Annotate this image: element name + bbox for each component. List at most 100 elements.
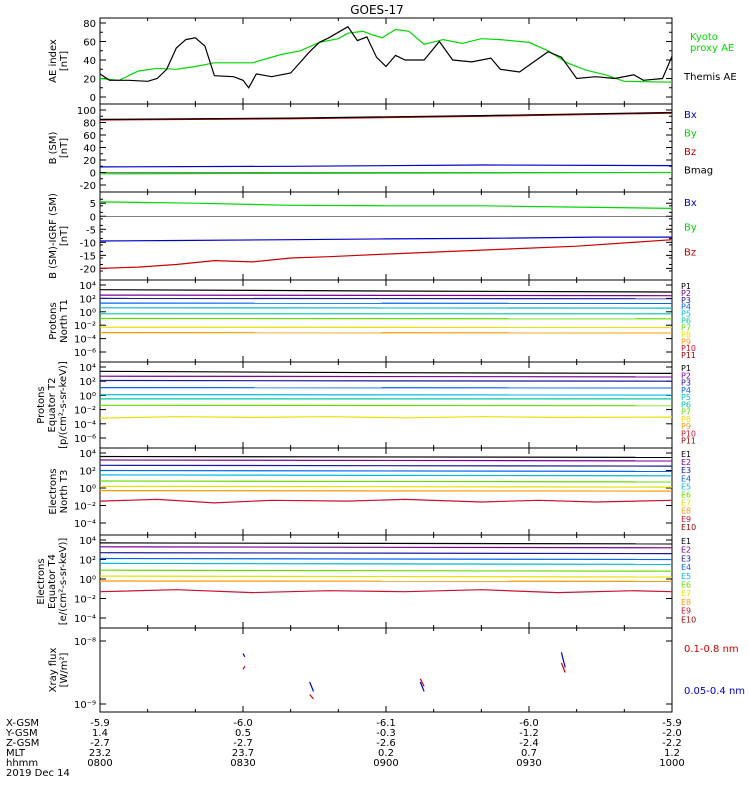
legend-label: E5 (681, 482, 691, 491)
series-line-bmag (99, 111, 673, 120)
x-row-label: Z-GSM (6, 738, 39, 749)
legend-label: E10 (681, 615, 696, 624)
x-row-label: X-GSM (6, 718, 39, 729)
series-line-bz (99, 112, 673, 121)
series-segment (419, 681, 425, 692)
x-row-label: Y-GSM (5, 728, 38, 739)
legend-label: P3 (681, 296, 691, 305)
series-segment (242, 653, 246, 658)
series-line-e1 (99, 455, 673, 458)
y-tick-label: 10⁰ (79, 391, 96, 402)
legend-label: E7 (681, 499, 691, 508)
legend-label: E2 (681, 458, 691, 467)
series-segment (419, 678, 425, 687)
x-tick-label: -5.9 (662, 718, 682, 729)
legend-label: E6 (681, 581, 691, 590)
legend-label: Bx (684, 110, 697, 121)
y-axis-label: [nT] (59, 51, 70, 71)
legend-label: P11 (681, 437, 696, 446)
legend-label: P7 (681, 408, 691, 417)
y-tick-label: 10⁻² (74, 321, 96, 332)
x-tick-label: -6.0 (233, 718, 253, 729)
series-line-bx (99, 236, 672, 242)
legend-label: By (684, 129, 697, 140)
x-tick-label: -2.6 (376, 738, 396, 749)
y-tick-label: 10⁻⁴ (74, 420, 96, 431)
series-line-e6 (99, 480, 673, 483)
y-tick-label: 10⁻⁶ (74, 434, 96, 445)
series-line-e2 (99, 459, 673, 462)
series-line-e4 (99, 557, 673, 561)
series-line-e7 (99, 575, 673, 578)
legend-label: P4 (681, 386, 691, 395)
legend-label: Bz (684, 147, 696, 158)
y-tick-label: 10² (79, 467, 96, 478)
x-tick-label: -2.7 (233, 738, 253, 749)
legend-label: P4 (681, 303, 691, 312)
y-axis-label: Protons (36, 386, 47, 423)
series-line-e9 (99, 498, 673, 504)
x-tick-label: -6.0 (519, 718, 539, 729)
x-tick-label: 0830 (230, 758, 255, 769)
y-tick-label: 10⁰ (79, 575, 96, 586)
x-tick-label: 0930 (516, 758, 541, 769)
legend-label: E10 (681, 523, 696, 532)
y-axis-label: Electrons (48, 468, 59, 514)
series-line-p3 (99, 379, 673, 382)
y-tick-label: 10⁻⁹ (74, 700, 96, 711)
x-tick-label: 23.7 (232, 748, 254, 759)
legend-label: E6 (681, 491, 691, 500)
y-axis-label: AE index (48, 39, 59, 83)
series-line-e4 (99, 469, 673, 472)
y-axis-label: [W/m²] (59, 652, 70, 687)
legend-label: By (684, 223, 697, 234)
y-axis-label: [p/(cm²-s-sr-keV)] (58, 361, 69, 449)
x-tick-label: 0.7 (521, 748, 537, 759)
legend-label: P9 (681, 422, 691, 431)
series-line-p1 (99, 289, 673, 293)
y-tick-label: 10⁰ (79, 484, 96, 495)
series-line-e1 (99, 542, 673, 545)
y-tick-label: 10⁻⁴ (74, 335, 96, 346)
series-line-e2 (99, 546, 673, 549)
x-tick-label: 0800 (87, 758, 112, 769)
y-tick-label: 10² (79, 294, 96, 305)
legend-label: E4 (681, 563, 691, 572)
series-line-e5 (99, 562, 673, 565)
legend-label: P1 (681, 282, 691, 291)
legend-label: P11 (681, 351, 696, 360)
y-tick-label: 20 (83, 156, 96, 167)
legend-label: E5 (681, 572, 691, 581)
x-tick-label: 0.5 (235, 728, 251, 739)
y-axis-label: Equator T4 (47, 554, 58, 609)
legend-label: P2 (681, 371, 691, 380)
legend-label: E1 (681, 450, 691, 459)
series-line-e3 (99, 464, 673, 467)
panel-p_north: 10⁴ 10² 10⁰ 10⁻² 10⁻⁴ 10⁻⁶ Protons North T1 P1P2… (48, 279, 696, 363)
legend-label: E9 (681, 515, 691, 524)
legend-label: P10 (681, 344, 696, 353)
y-tick-label: 10⁴ (79, 536, 96, 547)
legend-label: P5 (681, 310, 691, 319)
y-tick-label: 80 (83, 19, 96, 30)
x-row-label: hhmm (6, 758, 38, 769)
legend-label: P10 (681, 429, 696, 438)
series-line-p2 (99, 375, 673, 378)
x-tick-label: 1.4 (92, 728, 108, 739)
y-axis-label: Protons (48, 302, 59, 339)
panel-e_equator: 10⁴ 10² 10⁰ 10⁻² 10⁻⁴ Electrons Equator T4 [e/(… (36, 534, 696, 629)
series-line-e5 (99, 474, 673, 477)
y-tick-label: 20 (83, 75, 96, 86)
x-tick-label: 1000 (659, 758, 684, 769)
y-axis-label: Equator T2 (47, 378, 58, 433)
y-tick-label: 0 (90, 93, 96, 104)
legend-label: E4 (681, 474, 691, 483)
series-line-e9 (99, 589, 673, 594)
series-line-e6 (99, 569, 673, 572)
y-tick-label: 10⁻² (74, 595, 96, 606)
series-line-themis-ae (99, 25, 673, 89)
legend-label: P8 (681, 415, 691, 424)
y-tick-label: -20 (80, 264, 96, 275)
